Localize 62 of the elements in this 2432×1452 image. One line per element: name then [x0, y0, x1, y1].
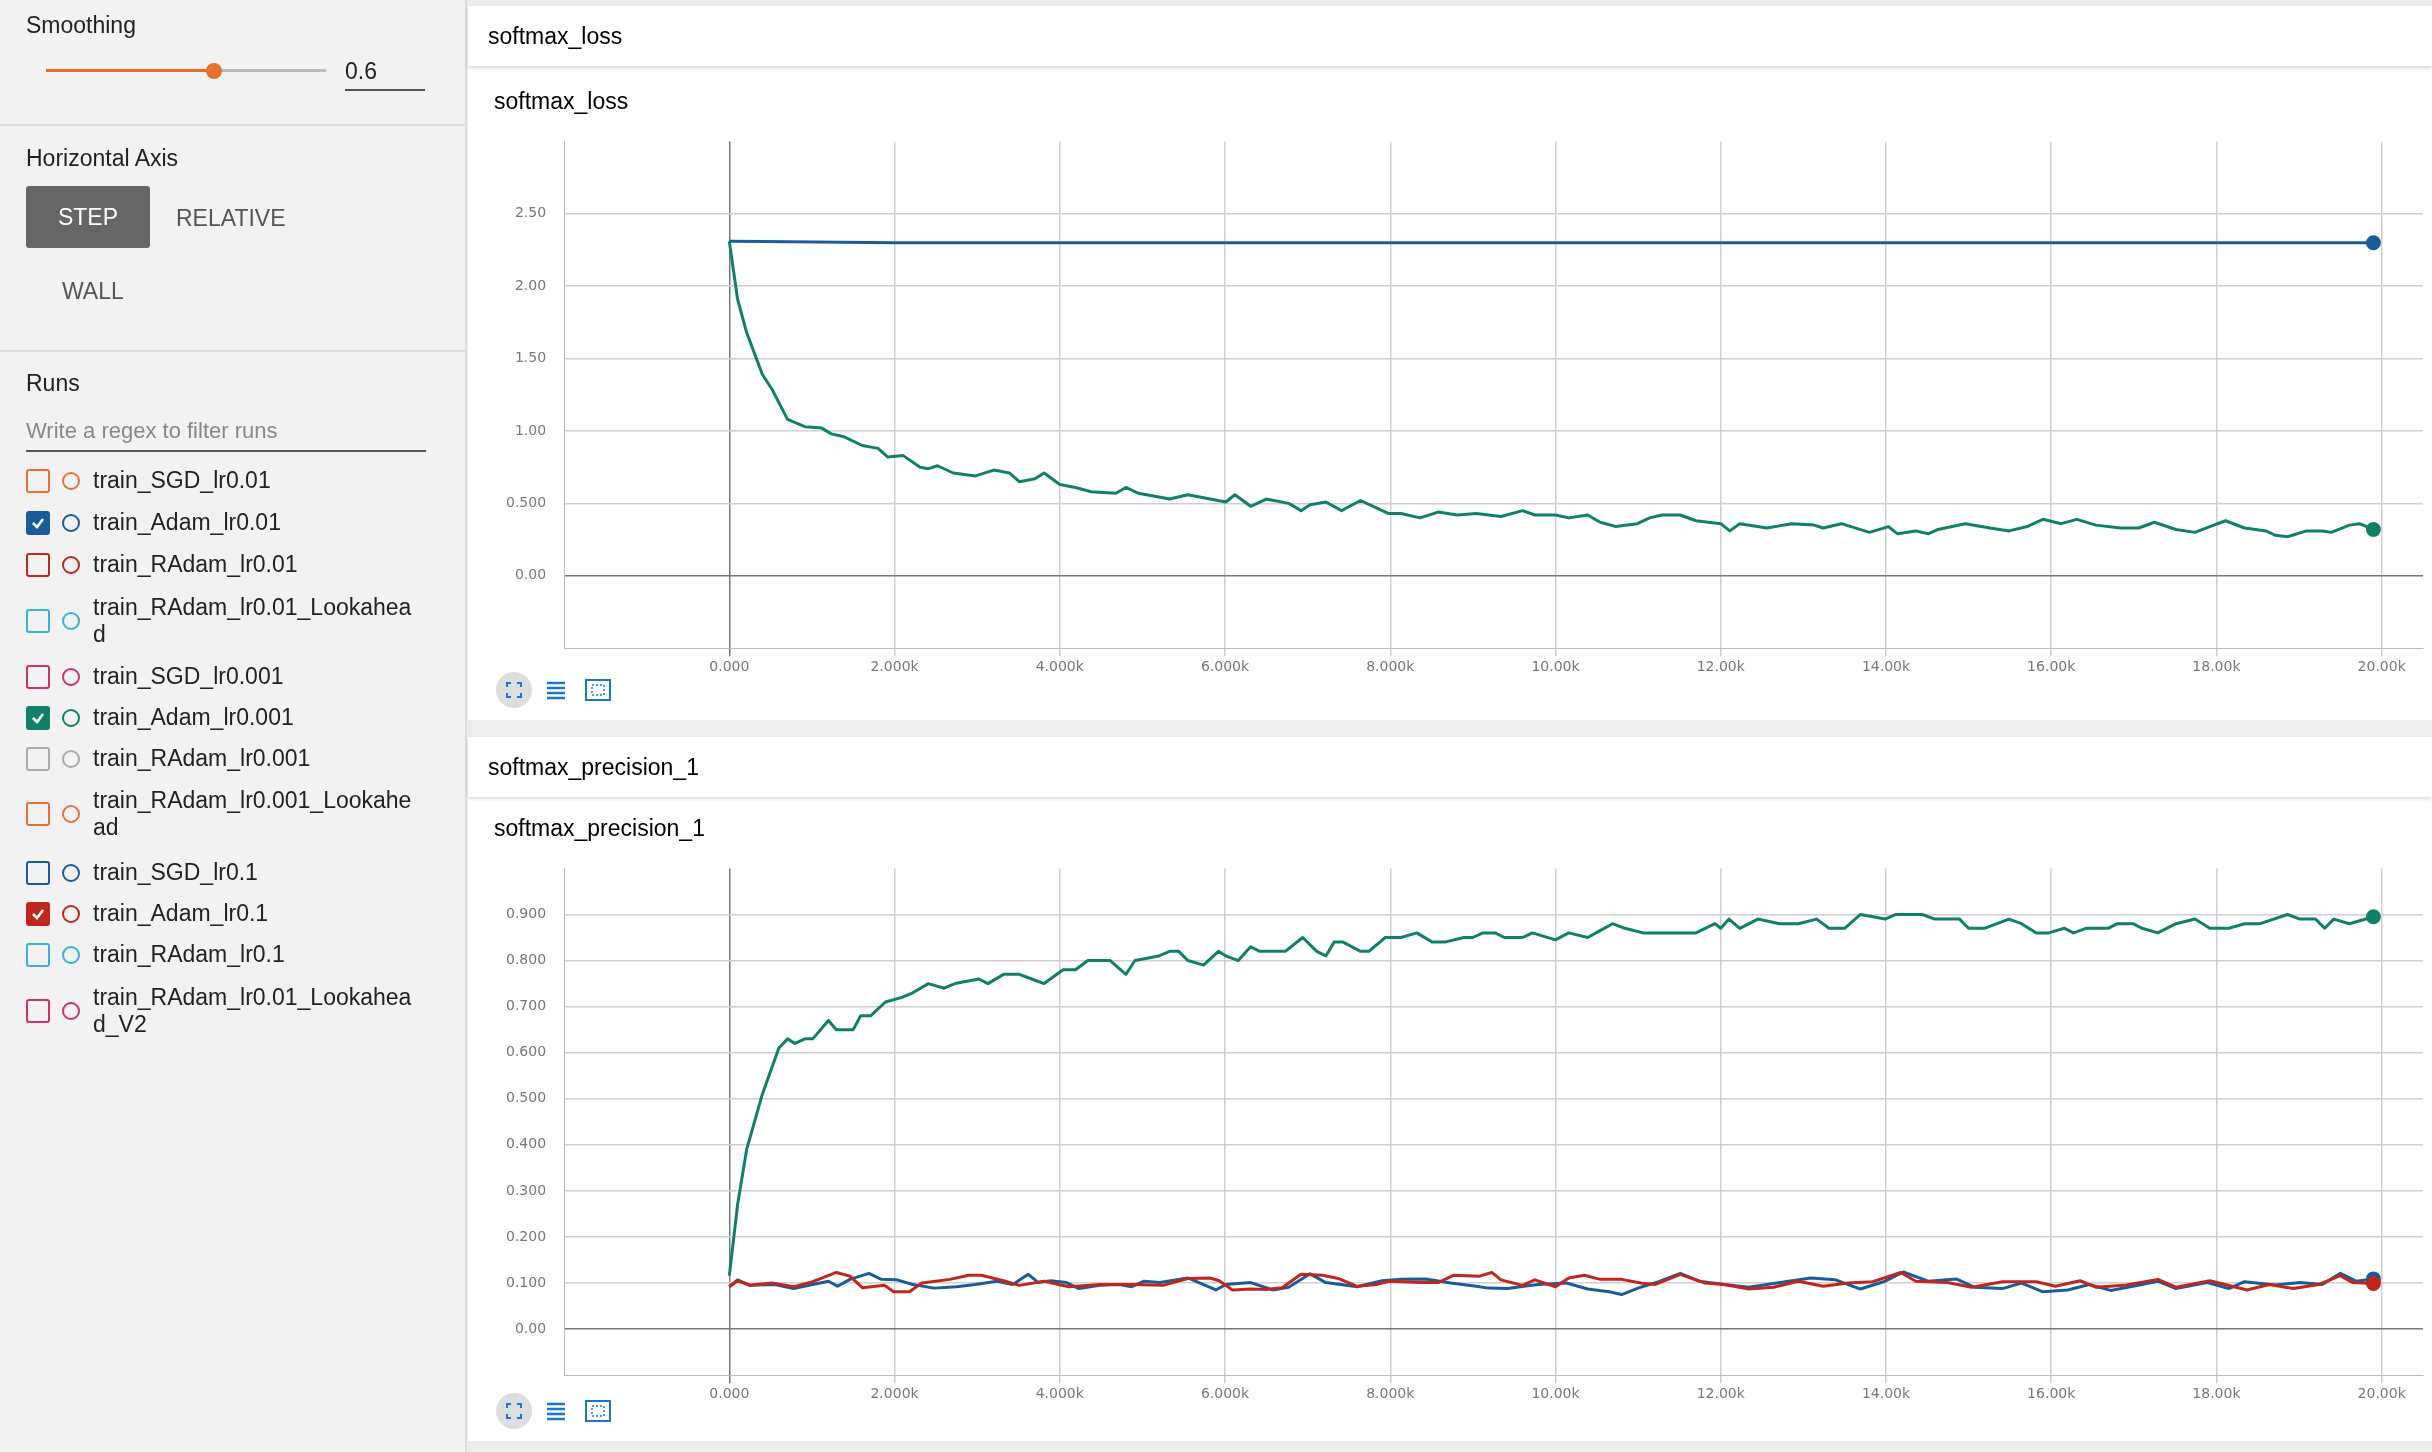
x-tick-label: 18.00k [2192, 1385, 2242, 1402]
y-tick-label: 0.900 [505, 905, 547, 922]
x-tick-label: 0.000 [709, 1385, 750, 1402]
x-tick-label: 6.000k [1200, 658, 1251, 675]
text: train_RAdam_lr0.01 [93, 551, 299, 578]
text: Smoothing [26, 12, 136, 39]
text: train_RAdam_lr0.01_Lookahead [93, 594, 413, 648]
text: train_SGD_lr0.1 [93, 859, 259, 886]
x-tick-label: 6.000k [1200, 1385, 1251, 1402]
y-tick-label: 2.00 [514, 276, 547, 293]
chart-title: softmax_precision_1 [494, 815, 705, 842]
y-tick-label: 0.400 [505, 1135, 547, 1152]
x-tick-label: 14.00k [1861, 1385, 1911, 1402]
text: train_RAdam_lr0.001_Lookahead [93, 787, 413, 841]
x-tick-label: 20.00k [2357, 658, 2407, 675]
y-tick-label: 0.500 [505, 1089, 547, 1106]
text: RELATIVE [176, 205, 286, 232]
text: softmax_loss [468, 6, 2432, 66]
x-tick-label: 14.00k [1861, 658, 1911, 675]
x-tick-label: 16.00k [2027, 658, 2077, 675]
x-tick-label: 2.000k [870, 1385, 920, 1402]
y-tick-label: 0.700 [505, 997, 547, 1014]
x-tick-label: 8.000k [1366, 1385, 1416, 1402]
text: WALL [62, 278, 124, 305]
text: Runs [26, 370, 80, 397]
text: train_Adam_lr0.001 [93, 704, 295, 731]
y-tick-label: 0.00 [514, 1319, 547, 1336]
y-tick-label: 0.800 [505, 951, 547, 968]
y-tick-label: 0.600 [505, 1043, 547, 1060]
y-tick-label: 0.300 [505, 1181, 547, 1198]
x-tick-label: 2.000k [870, 658, 920, 675]
text: Write a regex to filter runs [26, 418, 426, 452]
x-tick-label: 10.00k [1531, 1385, 1581, 1402]
y-tick-label: 1.50 [514, 349, 547, 366]
chart-title: softmax_loss [494, 88, 629, 115]
text: softmax_precision_1 [468, 737, 2432, 797]
x-tick-label: 4.000k [1035, 1385, 1085, 1402]
text: train_SGD_lr0.001 [93, 663, 285, 690]
y-tick-label: 2.50 [514, 204, 547, 221]
x-tick-label: 16.00k [2027, 1385, 2077, 1402]
text: train_RAdam_lr0.01_Lookahead_V2 [93, 984, 413, 1038]
text: train_Adam_lr0.1 [93, 900, 270, 927]
x-tick-label: 8.000k [1366, 658, 1416, 675]
text: 0.6 [345, 58, 425, 91]
y-tick-label: 0.100 [505, 1273, 547, 1290]
y-tick-label: 0.200 [505, 1227, 547, 1244]
text: train_SGD_lr0.01 [93, 467, 272, 494]
text: train_RAdam_lr0.001 [93, 745, 312, 772]
text: train_Adam_lr0.01 [93, 509, 282, 536]
y-tick-label: 0.00 [514, 566, 547, 583]
x-tick-label: 18.00k [2192, 658, 2242, 675]
text: STEP [26, 186, 150, 248]
x-tick-label: 0.000 [709, 658, 750, 675]
y-tick-label: 1.00 [514, 421, 547, 438]
x-tick-label: 20.00k [2357, 1385, 2407, 1402]
x-tick-label: 12.00k [1696, 1385, 1746, 1402]
text: Horizontal Axis [26, 145, 179, 172]
text: train_RAdam_lr0.1 [93, 941, 286, 968]
y-tick-label: 0.500 [505, 494, 547, 511]
x-tick-label: 12.00k [1696, 658, 1746, 675]
x-tick-label: 4.000k [1035, 658, 1085, 675]
x-tick-label: 10.00k [1531, 658, 1581, 675]
